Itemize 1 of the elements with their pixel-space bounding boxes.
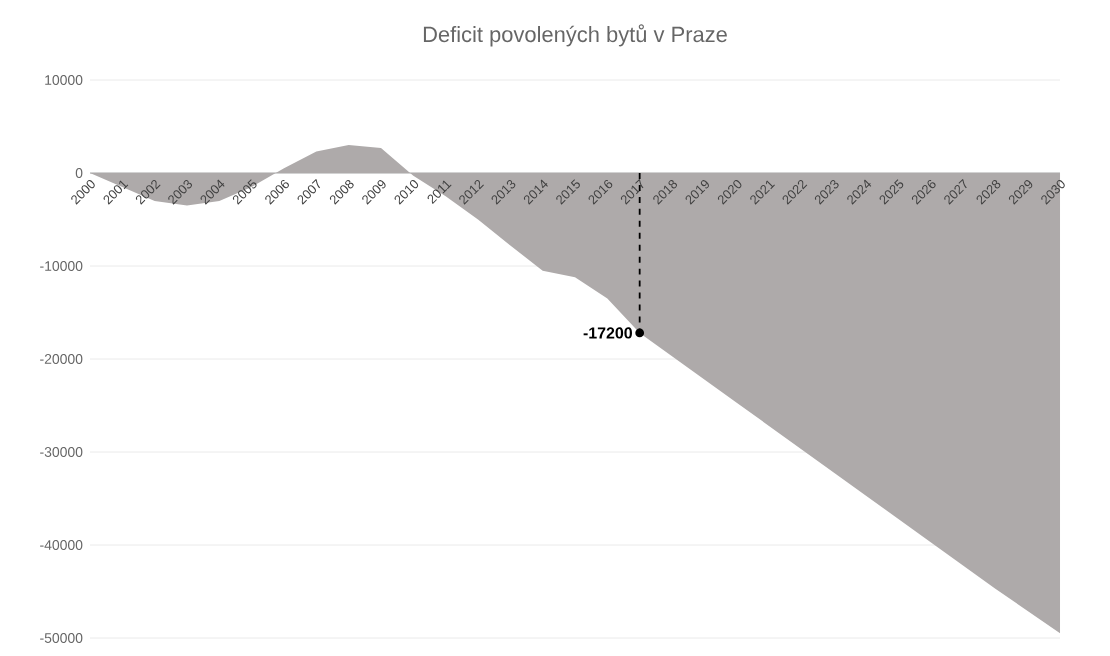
- chart-title: Deficit povolených bytů v Praze: [423, 24, 727, 47]
